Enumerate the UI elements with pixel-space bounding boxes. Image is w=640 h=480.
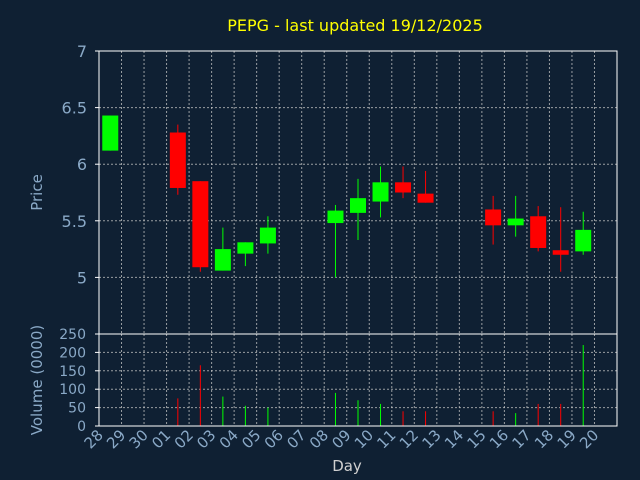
candle-body: [102, 115, 119, 151]
candle-body: [192, 181, 209, 268]
chart-title: PEPG - last updated 19/12/2025: [227, 16, 483, 35]
candle-body: [530, 216, 547, 248]
x-axis: 2829300102030405060708091011121314151617…: [81, 426, 603, 475]
candle-body: [327, 210, 344, 224]
candle-body: [417, 193, 434, 203]
volume-ytick-label: 150: [59, 364, 86, 380]
candle-body: [350, 198, 366, 213]
candle-body: [552, 250, 569, 255]
candle-body: [485, 209, 502, 226]
candle-body: [372, 182, 389, 202]
price-panel: 5 5.5 6 6.5 7 Price: [28, 42, 618, 335]
volume-panel: 0 50 100 150 200 250 Volume (0000): [28, 325, 618, 435]
price-ytick-label: 5: [77, 268, 87, 287]
volume-ytick-label: 250: [59, 327, 86, 343]
volume-ytick-label: 100: [59, 382, 86, 398]
candle-body: [395, 182, 412, 193]
volume-ylabel: Volume (0000): [28, 325, 46, 435]
price-ytick-label: 7: [77, 42, 87, 61]
price-ytick-label: 5.5: [62, 212, 87, 231]
price-ylabel: Price: [28, 174, 46, 211]
price-ytick-label: 6: [77, 155, 87, 174]
candle-body: [237, 242, 254, 254]
volume-ytick-label: 200: [59, 345, 86, 361]
price-ytick-label: 6.5: [62, 99, 87, 118]
volume-plot-border: [98, 333, 618, 427]
volume-ytick-label: 0: [77, 419, 86, 435]
candle-body: [259, 227, 276, 244]
candle-body: [214, 249, 231, 271]
candle-body: [575, 229, 592, 252]
x-tick-label: 20: [576, 426, 602, 452]
x-axis-label: Day: [332, 457, 362, 475]
volume-ytick-label: 50: [68, 401, 86, 417]
candle-body: [507, 218, 524, 226]
candle-body: [169, 132, 186, 188]
